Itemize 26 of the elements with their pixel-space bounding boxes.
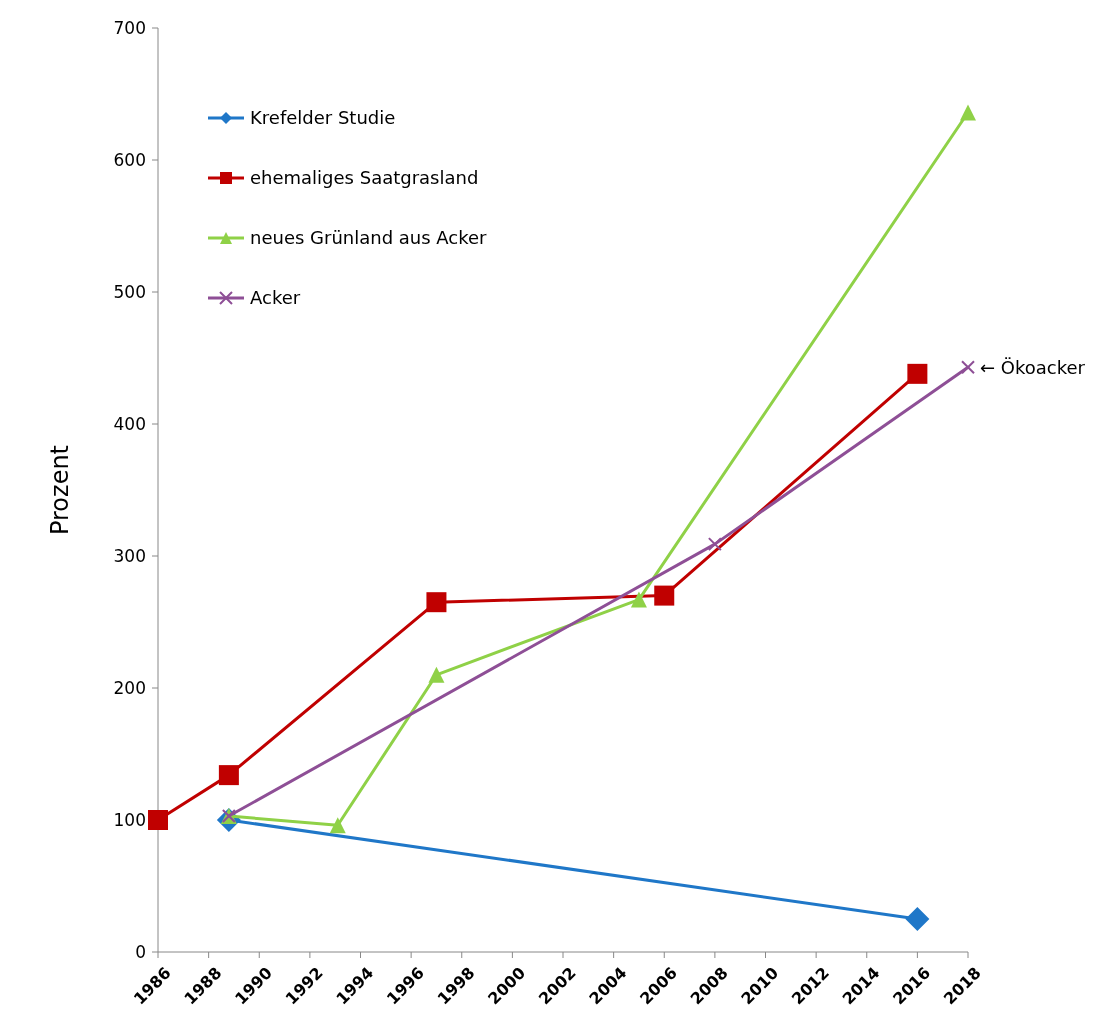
y-tick-label: 500 bbox=[113, 281, 146, 302]
legend-label: ehemaliges Saatgrasland bbox=[250, 167, 479, 189]
y-tick-label: 300 bbox=[113, 545, 146, 566]
point bbox=[329, 817, 346, 834]
point bbox=[630, 591, 647, 608]
y-tick-label: 0 bbox=[135, 941, 146, 962]
point bbox=[654, 585, 675, 606]
y-tick-label: 200 bbox=[113, 677, 146, 698]
y-tick-label: 400 bbox=[113, 413, 146, 434]
point bbox=[218, 765, 239, 786]
legend-label: neues Grünland aus Acker bbox=[250, 227, 488, 249]
y-tick-label: 600 bbox=[113, 149, 146, 170]
y-tick-label: 100 bbox=[113, 809, 146, 830]
point bbox=[428, 666, 445, 683]
y-axis-title: Prozent bbox=[46, 444, 74, 536]
point bbox=[961, 360, 975, 375]
point bbox=[426, 592, 447, 613]
point bbox=[907, 363, 928, 384]
legend-label: Krefelder Studie bbox=[250, 107, 396, 129]
annotation: ← Ökoacker bbox=[980, 356, 1086, 378]
legend-label: Acker bbox=[250, 287, 301, 309]
point bbox=[148, 810, 168, 830]
y-tick-label: 700 bbox=[113, 17, 146, 38]
point bbox=[707, 537, 722, 552]
point bbox=[905, 907, 930, 931]
point bbox=[960, 104, 976, 121]
